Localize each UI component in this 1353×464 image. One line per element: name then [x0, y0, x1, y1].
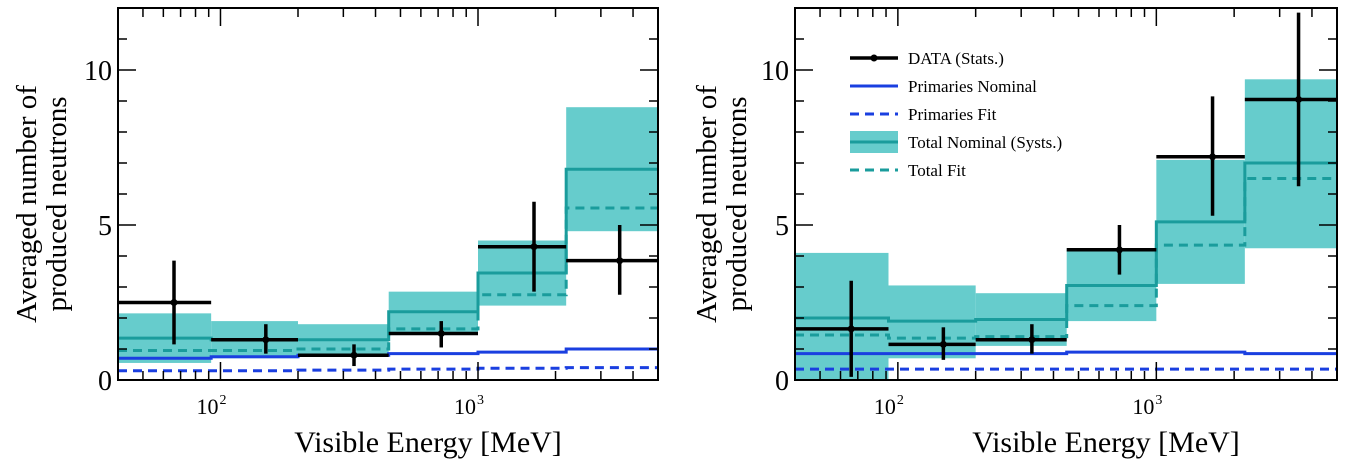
data-point-marker [530, 243, 538, 251]
data-point-marker [1028, 336, 1036, 344]
legend-entry-primaries-nominal: Primaries Nominal [850, 77, 1037, 96]
x-tick-label: 10 2 [196, 393, 226, 419]
data-point [388, 321, 478, 348]
legend-entry-total-fit: Total Fit [850, 161, 966, 180]
x-tick-label-base: 10 [196, 394, 218, 419]
x-tick-label-base: 10 [1132, 394, 1154, 419]
x-tick-label-exponent: 2 [219, 393, 226, 408]
primaries-fit-line [118, 366, 658, 373]
primaries-nominal-line [118, 347, 658, 360]
y-tick-label: 10 [84, 56, 112, 87]
legend-entry-primaries-fit: Primaries Fit [850, 105, 997, 124]
y-axis-label-line: Averaged number of [11, 85, 43, 323]
plot-area [795, 12, 1337, 380]
data-point-marker [350, 351, 358, 359]
total-syst-band-bin [795, 252, 889, 380]
legend-label: Primaries Nominal [908, 77, 1037, 96]
total-nominal-line [795, 161, 1337, 323]
legend: DATA (Stats.) Primaries Nominal Primaries … [850, 49, 1062, 180]
data-point-marker [262, 336, 270, 344]
x-axis-label: Visible Energy [MeV] [294, 426, 562, 459]
x-tick-label: 10 3 [454, 393, 484, 419]
y-tick-label: 5 [775, 211, 789, 242]
total-fit-line [795, 177, 1337, 340]
data-point [478, 201, 567, 292]
data-point [795, 280, 889, 377]
x-tick-label-exponent: 2 [897, 393, 904, 408]
legend-label: Primaries Fit [908, 105, 997, 124]
x-axis-label: Visible Energy [MeV] [972, 426, 1240, 459]
primaries-nominal-line [795, 350, 1337, 356]
y-tick-label: 10 [761, 56, 789, 87]
plot-area [118, 107, 658, 373]
data-point [298, 344, 389, 367]
legend-entry-data: DATA (Stats.) [850, 49, 1004, 68]
data-point [1156, 96, 1245, 216]
data-point-marker [1295, 95, 1303, 103]
data-point [888, 327, 976, 360]
data-point-marker [1115, 246, 1123, 254]
x-tick-label-exponent: 3 [477, 393, 484, 408]
x-tick-label: 10 3 [1132, 393, 1162, 419]
x-tick-label-exponent: 3 [1155, 393, 1162, 408]
data-point [566, 225, 658, 295]
y-tick-label: 0 [775, 366, 789, 397]
y-tick-label: 0 [98, 366, 112, 397]
legend-label: Total Nominal (Systs.) [908, 133, 1062, 152]
data-point [1066, 225, 1157, 275]
data-point [975, 324, 1067, 354]
data-point-marker [939, 340, 947, 348]
data-point-marker [437, 330, 445, 337]
legend-swatch-marker [870, 54, 878, 62]
data-point-marker [847, 325, 855, 333]
legend-label: DATA (Stats.) [908, 49, 1004, 68]
y-axis-label-line: produced neutrons [41, 96, 73, 311]
y-axis-label-line: produced neutrons [721, 96, 753, 311]
y-tick-label: 5 [98, 211, 112, 242]
data-point [118, 260, 212, 345]
legend-entry-total-nominal: Total Nominal (Systs.) [850, 131, 1062, 153]
data-point [211, 324, 298, 354]
data-point-marker [170, 299, 178, 306]
y-axis-label-line: Averaged number of [691, 85, 723, 323]
data-point [1244, 12, 1337, 187]
legend-label: Total Fit [908, 161, 966, 180]
x-tick-label-base: 10 [874, 394, 896, 419]
x-tick-label-base: 10 [454, 394, 476, 419]
x-tick-label: 10 2 [874, 393, 904, 419]
data-point-marker [1209, 153, 1217, 161]
data-point-marker [616, 257, 624, 265]
